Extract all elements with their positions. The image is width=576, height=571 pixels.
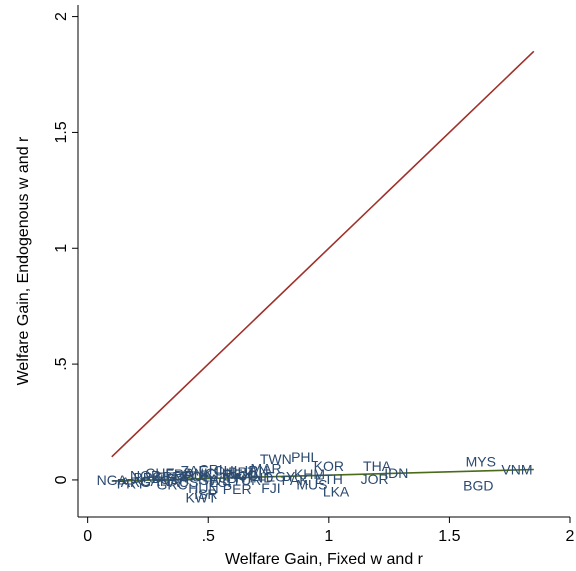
point-label-pry: PRY	[117, 475, 146, 491]
series-lines	[111, 50, 535, 482]
x-tick-label: 0	[83, 528, 92, 545]
point-label-fra: FRA	[165, 466, 194, 482]
x-tick-label: 1	[324, 528, 333, 545]
y-axis-title: Welfare Gain, Endogenous w and r	[15, 136, 32, 385]
point-label-per: PER	[223, 481, 252, 497]
point-label-esp: ESP	[209, 474, 237, 490]
point-label-kor: KOR	[314, 458, 344, 474]
y-ticks: 0 .5 1 1.5 2	[53, 12, 78, 484]
point-label-aus: AUS	[170, 474, 199, 490]
y-tick-label: 1	[53, 244, 70, 253]
point-label-chl: CHL	[214, 463, 242, 479]
y-tick-label: 2	[53, 12, 70, 21]
x-tick-label: 1.5	[438, 528, 460, 545]
point-label-ind: IND	[249, 470, 273, 486]
x-tick-label: .5	[202, 528, 215, 545]
point-label-can: CAN	[140, 473, 170, 489]
point-label-isr: ISR	[194, 486, 217, 502]
point-label-col: COL	[237, 467, 266, 483]
point-label-mex: MEX	[222, 466, 253, 482]
y-tick-label: .5	[53, 357, 70, 370]
point-label-pol: POL	[182, 468, 210, 484]
point-label-hun: HUN	[188, 480, 218, 496]
point-label-jor: JOR	[361, 471, 389, 487]
point-label-kwt: KWT	[185, 489, 217, 505]
point-label-chn: CHN	[205, 465, 235, 481]
x-ticks: 0 .5 1 1.5 2	[83, 517, 575, 545]
point-label-phl: PHL	[291, 449, 318, 465]
point-label-idn: IDN	[384, 465, 408, 481]
point-label-tur: TUR	[232, 472, 261, 488]
point-label-grc: GRC	[156, 477, 187, 493]
x-axis-title: Welfare Gain, Fixed w and r	[225, 551, 424, 568]
point-label-ita: ITA	[198, 471, 219, 487]
point-label-arg: ARG	[121, 474, 151, 490]
point-label-mus: MUS	[296, 477, 327, 493]
point-label-vnm: VNM	[501, 462, 532, 478]
point-label-mar: MAR	[251, 460, 282, 476]
point-label-nor: NOR	[130, 467, 161, 483]
point-label-deu: DEU	[174, 467, 204, 483]
point-label-tha: THA	[363, 458, 392, 474]
point-label-egy: EGY	[266, 468, 296, 484]
point-label-mys: MYS	[466, 453, 496, 469]
point-label-nga: NGA	[97, 472, 128, 488]
point-label-che: CHE	[145, 465, 175, 481]
point-label-eth: ETH	[315, 471, 343, 487]
plot-area: 0.5 1 1.5 2 0.511.52 MYSVNMBGDTHAIDNJORKORP…	[53, 5, 575, 545]
point-label-zaf: ZAF	[181, 463, 207, 479]
point-label-fji: FJI	[261, 480, 280, 496]
point-label-bra: BRA	[134, 470, 163, 486]
point-label-khm: KHM	[294, 466, 325, 482]
y-tick-label: 1.5	[53, 121, 70, 143]
point-label-pak: PAK	[282, 472, 310, 488]
x-tick-label: 2	[566, 528, 575, 545]
fitted-line	[111, 468, 534, 482]
point-label-prt: PRT	[228, 464, 256, 480]
forty-five-degree-line	[111, 50, 535, 458]
point-label-bgd: BGD	[463, 478, 493, 494]
point-label-usa: USA	[160, 471, 189, 487]
point-label-irn: IRN	[244, 463, 268, 479]
point-label-gbr: GBR	[152, 468, 182, 484]
point-label-lka: LKA	[323, 484, 350, 500]
point-label-cri: CRI	[199, 462, 223, 478]
point-label-dnk: DNK	[184, 465, 214, 481]
point-label-twn: TWN	[260, 451, 292, 467]
point-label-swe: SWE	[200, 472, 232, 488]
point-label-jpn: JPN	[219, 470, 245, 486]
y-tick-label: 0	[53, 475, 70, 484]
